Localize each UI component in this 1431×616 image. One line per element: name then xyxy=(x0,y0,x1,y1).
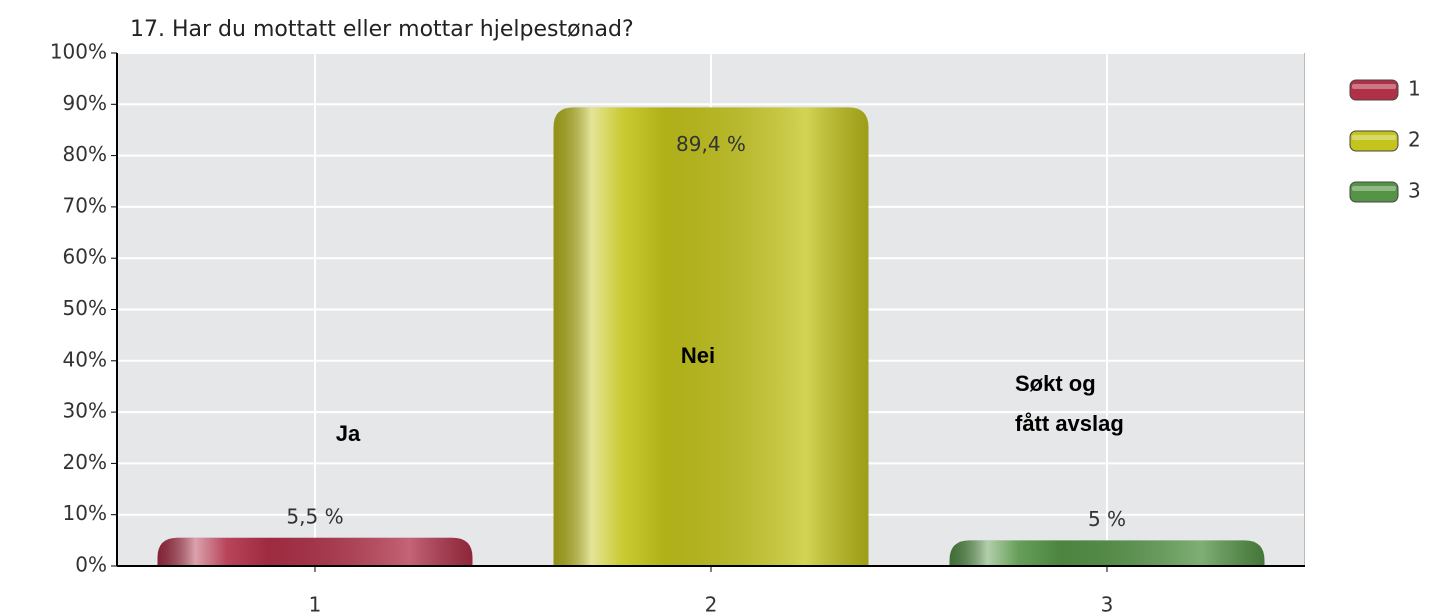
bar-shine xyxy=(157,537,473,566)
y-tick-label: 50% xyxy=(63,296,107,320)
y-tick-label: 20% xyxy=(63,450,107,474)
x-tick-label: 2 xyxy=(705,593,718,616)
value-label: 5 % xyxy=(1088,507,1126,531)
y-tick-label: 40% xyxy=(63,347,107,371)
x-tick-label: 3 xyxy=(1101,593,1114,616)
y-tick-label: 10% xyxy=(63,501,107,525)
value-label: 89,4 % xyxy=(676,132,746,156)
annotation: Nei xyxy=(681,343,715,368)
y-tick-label: 80% xyxy=(63,142,107,166)
legend-label: 1 xyxy=(1408,77,1421,101)
chart-title: 17. Har du mottatt eller mottar hjelpest… xyxy=(130,17,634,42)
plot-border xyxy=(1304,53,1305,566)
legend-shine xyxy=(1352,186,1396,191)
legend-shine xyxy=(1352,135,1396,140)
legend-label: 3 xyxy=(1408,179,1421,203)
legend-swatch xyxy=(1349,181,1399,203)
y-tick-label: 90% xyxy=(63,91,107,115)
legend-swatch xyxy=(1349,130,1399,152)
y-tick-label: 60% xyxy=(63,245,107,269)
bar-shine xyxy=(553,107,869,567)
y-tick-label: 0% xyxy=(75,553,107,577)
legend-label: 2 xyxy=(1408,128,1421,152)
x-tick-label: 1 xyxy=(309,593,322,616)
y-tick-label: 30% xyxy=(63,399,107,423)
annotation: Søkt og fått avslag xyxy=(1015,371,1124,436)
bar-shine xyxy=(949,540,1265,566)
legend-shine xyxy=(1352,84,1396,89)
y-tick-label: 70% xyxy=(63,193,107,217)
value-label: 5,5 % xyxy=(286,504,343,528)
y-tick-label: 100% xyxy=(50,40,107,64)
legend-swatch xyxy=(1349,79,1399,101)
annotation: Ja xyxy=(336,421,361,446)
